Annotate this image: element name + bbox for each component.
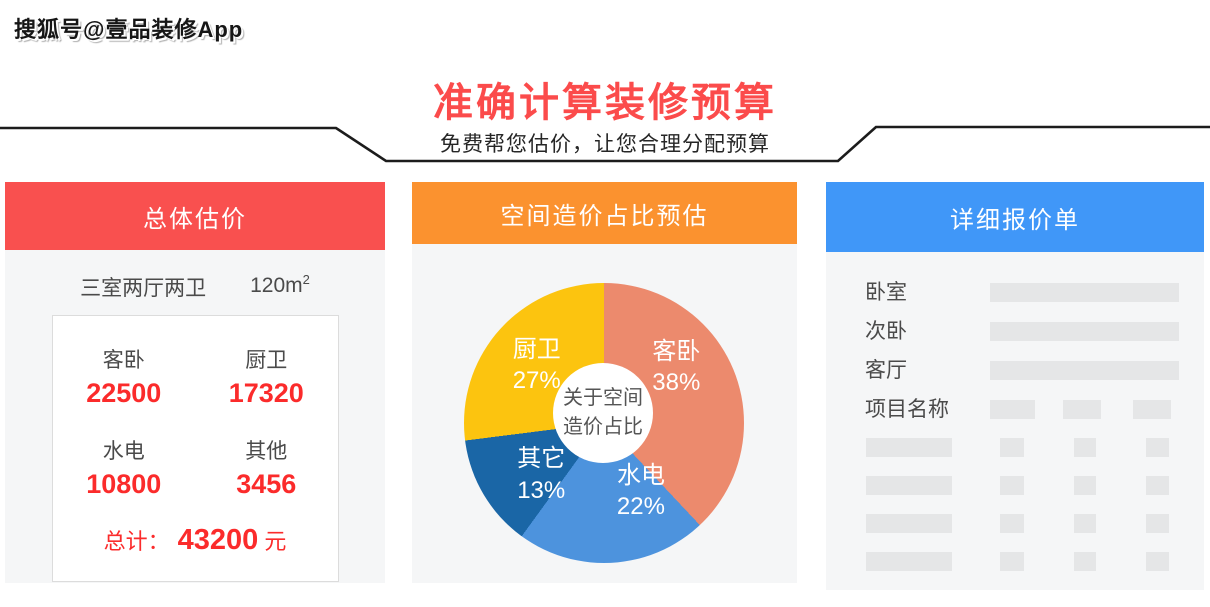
quotation-placeholder-row [865, 438, 1179, 457]
total-row: 总计： 43200 元 [53, 524, 338, 557]
price-item-shuidian: 水电 10800 [53, 435, 196, 500]
price-item-value: 10800 [86, 469, 162, 499]
pie-slice-label-2: 水电 22% [617, 460, 665, 522]
price-item-label: 厨卫 [245, 349, 288, 372]
price-item-qita: 其他 3456 [195, 435, 338, 500]
house-area-label: 120m2 [250, 272, 310, 297]
quotation-row-item-name: 项目名称 [865, 399, 1179, 421]
overall-estimate-body: 三室两厅两卫 120m2 客卧 22500 厨卫 17320 水电 10800 [5, 250, 385, 583]
placeholder-bar [1000, 438, 1024, 457]
pie-slice-name: 水电 [616, 461, 665, 489]
page-subtitle: 免费帮您估价，让您合理分配预算 [440, 133, 770, 156]
placeholder-bar [866, 476, 952, 495]
price-item-label: 水电 [102, 440, 145, 463]
price-summary-box: 客卧 22500 厨卫 17320 水电 10800 其他 3456 [51, 315, 339, 582]
placeholder-bar [1000, 514, 1024, 533]
quotation-row-living-room: 客厅 [865, 360, 1179, 382]
price-item-value: 17320 [228, 378, 304, 408]
price-item-label: 客卧 [102, 349, 145, 372]
quotation-row-label: 客厅 [865, 359, 907, 382]
pie-slice-label-3: 其它 13% [517, 443, 565, 505]
total-label: 总计： [103, 529, 170, 554]
placeholder-bar [1063, 400, 1101, 419]
quotation-list: 卧室 次卧 客厅 项目名称 [826, 252, 1204, 571]
placeholder-bar [866, 552, 952, 571]
page-title: 准确计算装修预算 [433, 81, 777, 125]
placeholder-bar [990, 400, 1035, 419]
pie-slice-name: 客卧 [652, 337, 701, 365]
placeholder-bar [1146, 476, 1169, 495]
donut-center-label: 关于空间 造价占比 [553, 363, 653, 463]
donut-chart: 关于空间 造价占比 客卧 38% 水电 22% 其它 13% 厨卫 27% [464, 283, 744, 563]
quotation-header: 详细报价单 [826, 182, 1204, 252]
pie-slice-value: 13% [517, 476, 566, 504]
placeholder-bar [990, 361, 1179, 380]
placeholder-bar [1074, 476, 1096, 495]
price-item-chuwei: 厨卫 17320 [195, 344, 338, 409]
donut-center-line2: 造价占比 [563, 416, 643, 438]
cost-proportion-card: 空间造价占比预估 关于空间 造价占比 客卧 38% 水电 22% 其它 13% 厨卫 27% [412, 182, 797, 583]
placeholder-bar [1146, 514, 1169, 533]
pie-slice-name: 其它 [517, 445, 566, 473]
placeholder-bar [1000, 552, 1024, 571]
placeholder-bar [866, 438, 952, 457]
house-type-label: 三室两厅两卫 [80, 277, 207, 300]
donut-center-line1: 关于空间 [563, 387, 643, 409]
pie-slice-value: 38% [652, 369, 701, 397]
quotation-row-second-bedroom: 次卧 [865, 321, 1179, 343]
quotation-card: 详细报价单 卧室 次卧 客厅 项目名称 [826, 182, 1204, 590]
quotation-placeholder-row [865, 476, 1179, 495]
price-item-label: 其他 [245, 440, 288, 463]
quotation-row-label: 次卧 [865, 320, 907, 343]
overall-estimate-header: 总体估价 [5, 182, 385, 250]
total-value: 43200 [177, 524, 259, 556]
placeholder-bar [990, 322, 1179, 341]
pie-slice-label-4: 厨卫 27% [513, 334, 561, 396]
cost-proportion-body: 关于空间 造价占比 客卧 38% 水电 22% 其它 13% 厨卫 27% [412, 244, 797, 583]
quotation-row-label: 项目名称 [865, 398, 949, 421]
pie-slice-name: 厨卫 [512, 335, 561, 363]
pie-slice-label-1: 客卧 38% [652, 336, 700, 398]
price-grid: 客卧 22500 厨卫 17320 水电 10800 其他 3456 [53, 344, 338, 500]
overall-estimate-card: 总体估价 三室两厅两卫 120m2 客卧 22500 厨卫 17320 [5, 182, 385, 583]
placeholder-bar [1000, 476, 1024, 495]
placeholder-bar [1146, 552, 1169, 571]
quotation-row-bedroom: 卧室 [865, 282, 1179, 304]
price-item-kewo: 客卧 22500 [53, 344, 196, 409]
total-unit: 元 [264, 529, 287, 554]
placeholder-bar [1146, 438, 1169, 457]
placeholder-bar [1074, 514, 1096, 533]
quotation-row-label: 卧室 [865, 281, 907, 304]
price-item-value: 3456 [236, 469, 297, 499]
placeholder-bar [1074, 552, 1096, 571]
placeholder-bar [1133, 400, 1171, 419]
watermark: 搜狐号@壹品装修App [14, 17, 244, 42]
placeholder-bar [866, 514, 952, 533]
quotation-placeholder-row [865, 552, 1179, 571]
house-info-row: 三室两厅两卫 120m2 [5, 272, 385, 302]
cost-proportion-header: 空间造价占比预估 [412, 182, 797, 244]
placeholder-bar [990, 283, 1179, 302]
quotation-placeholder-row [865, 514, 1179, 533]
pie-slice-value: 22% [616, 492, 665, 520]
quotation-body: 卧室 次卧 客厅 项目名称 [826, 252, 1204, 590]
placeholder-bar [1074, 438, 1096, 457]
price-item-value: 22500 [86, 378, 162, 408]
pie-slice-value: 27% [512, 367, 561, 395]
